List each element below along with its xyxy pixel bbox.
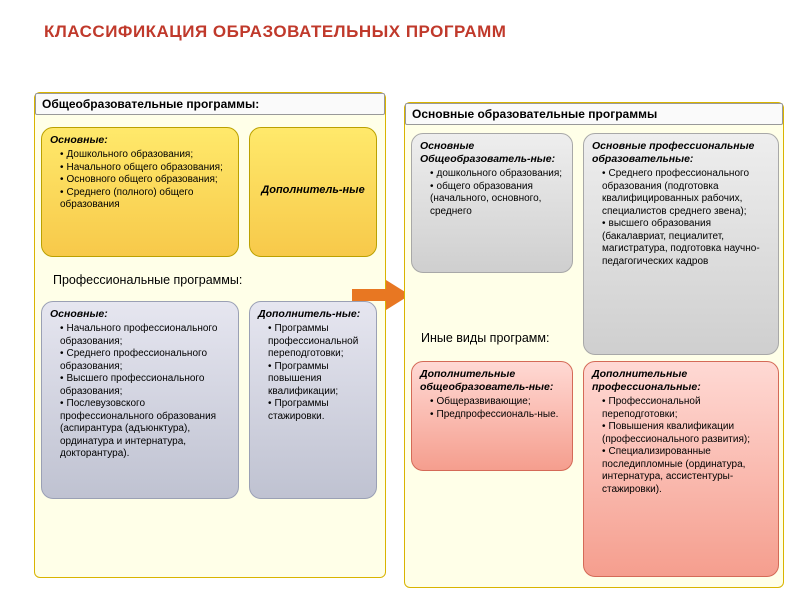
list-item: Специализированные последипломные (ордин… — [602, 446, 770, 496]
list: Профессиональной переподготовки; Повышен… — [592, 396, 770, 496]
list-item: Повышения квалификации (профессиональног… — [602, 421, 770, 446]
box-title: Дополнительные общеобразователь-ные: — [420, 368, 564, 394]
list: Дошкольного образования; Начального обще… — [50, 149, 230, 212]
left-secondary-box: Дополнитель-ные — [249, 127, 377, 257]
right-section2-label: Иные виды программ: — [421, 331, 549, 345]
right-top-left-box: Основные Общеобразователь-ные: дошкольно… — [411, 133, 573, 273]
list: дошкольного образования; общего образова… — [420, 168, 564, 218]
box-title: Основные Общеобразователь-ные: — [420, 140, 564, 166]
list-item: Начального профессионального образования… — [60, 323, 230, 348]
list-item: Среднего профессионального образования; — [60, 348, 230, 373]
list-item: Основного общего образования; — [60, 174, 230, 187]
right-top-right-box: Основные профессиональные образовательны… — [583, 133, 779, 355]
list-item: Начального общего образования; — [60, 162, 230, 175]
list-item: Общеразвивающие; — [430, 396, 564, 409]
label-text: Профессиональные программы: — [53, 273, 242, 287]
right-bottom-left-box: Дополнительные общеобразователь-ные: Общ… — [411, 361, 573, 471]
list-item: Программы повышения квалификации; — [268, 361, 368, 399]
list: Среднего профессионального образования (… — [592, 168, 770, 268]
right-panel-title: Основные образовательные программы — [405, 103, 783, 125]
box-title: Основные: — [50, 134, 230, 147]
list-item: общего образования (начального, основног… — [430, 181, 564, 219]
slide-title: КЛАССИФИКАЦИЯ ОБРАЗОВАТЕЛЬНЫХ ПРОГРАММ — [44, 22, 544, 42]
left-panel: Общеобразовательные программы: Основные:… — [34, 92, 386, 578]
arrow-icon — [352, 280, 410, 310]
right-bottom-right-box: Дополнительные профессиональные: Професс… — [583, 361, 779, 577]
right-panel-title-text: Основные образовательные программы — [412, 107, 657, 121]
slide-title-text: КЛАССИФИКАЦИЯ ОБРАЗОВАТЕЛЬНЫХ ПРОГРАММ — [44, 22, 506, 41]
list: Начального профессионального образования… — [50, 323, 230, 461]
box-title: Основные: — [50, 308, 230, 321]
list-item: Программы профессиональной переподготовк… — [268, 323, 368, 361]
list-item: Предпрофессиональ-ные. — [430, 409, 564, 422]
list-item: высшего образования (бакалавриат, пециал… — [602, 218, 770, 268]
left-bottom-secondary-box: Дополнитель-ные: Программы профессиональ… — [249, 301, 377, 499]
list-item: дошкольного образования; — [430, 168, 564, 181]
left-bottom-primary-box: Основные: Начального профессионального о… — [41, 301, 239, 499]
left-panel-title-text: Общеобразовательные программы: — [42, 97, 259, 111]
list-item: Высшего профессионального образования; — [60, 373, 230, 398]
box-title: Основные профессиональные образовательны… — [592, 140, 770, 166]
list-item: Профессиональной переподготовки; — [602, 396, 770, 421]
left-section2-label: Профессиональные программы: — [53, 273, 242, 287]
list: Общеразвивающие; Предпрофессиональ-ные. — [420, 396, 564, 421]
box-title: Дополнитель-ные — [261, 184, 364, 198]
label-text: Иные виды программ: — [421, 331, 549, 345]
left-panel-title: Общеобразовательные программы: — [35, 93, 385, 115]
box-title: Дополнительные профессиональные: — [592, 368, 770, 394]
right-panel: Основные образовательные программы Основ… — [404, 102, 784, 588]
list: Программы профессиональной переподготовк… — [258, 323, 368, 423]
list-item: Программы стажировки. — [268, 398, 368, 423]
list-item: Среднего (полного) общего образования — [60, 187, 230, 212]
list-item: Послевузовского профессионального образо… — [60, 398, 230, 461]
left-primary-box: Основные: Дошкольного образования; Начал… — [41, 127, 239, 257]
slide: КЛАССИФИКАЦИЯ ОБРАЗОВАТЕЛЬНЫХ ПРОГРАММ О… — [0, 0, 800, 600]
list-item: Дошкольного образования; — [60, 149, 230, 162]
list-item: Среднего профессионального образования (… — [602, 168, 770, 218]
